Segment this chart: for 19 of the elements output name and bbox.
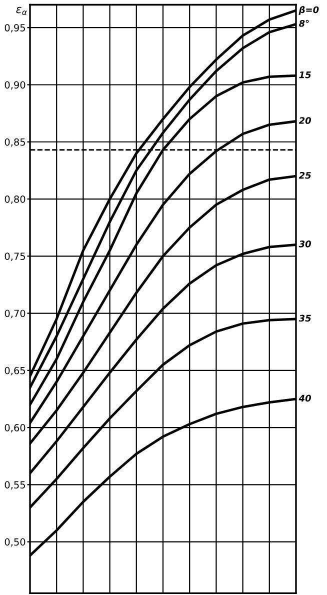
series-label: 30 [298, 240, 312, 248]
y-tick-label: 0,70 [4, 310, 26, 318]
y-tick-label: 0,95 [4, 24, 25, 32]
y-tick-label: 0,60 [4, 424, 26, 432]
y-tick-label: 0,50 [4, 538, 26, 547]
y-tick-label: 0,55 [4, 481, 25, 490]
y-tick-label: 0,65 [4, 366, 25, 376]
series-label: 15 [299, 72, 311, 78]
y-tick-label: 0,85 [4, 138, 25, 147]
series-label: 40 [298, 394, 312, 402]
y-tick-label: 0,80 [4, 195, 26, 204]
series-label: 25 [298, 172, 311, 179]
y-tick-label: 0,75 [4, 252, 25, 261]
y-axis-title: ε$_{α}$ [16, 6, 27, 16]
series-label: 35 [298, 314, 311, 322]
series-label: 8° [298, 20, 309, 27]
y-tick-label: 0,90 [4, 81, 26, 90]
series-label: 20 [298, 117, 312, 124]
series-label: β=0 [298, 6, 319, 15]
